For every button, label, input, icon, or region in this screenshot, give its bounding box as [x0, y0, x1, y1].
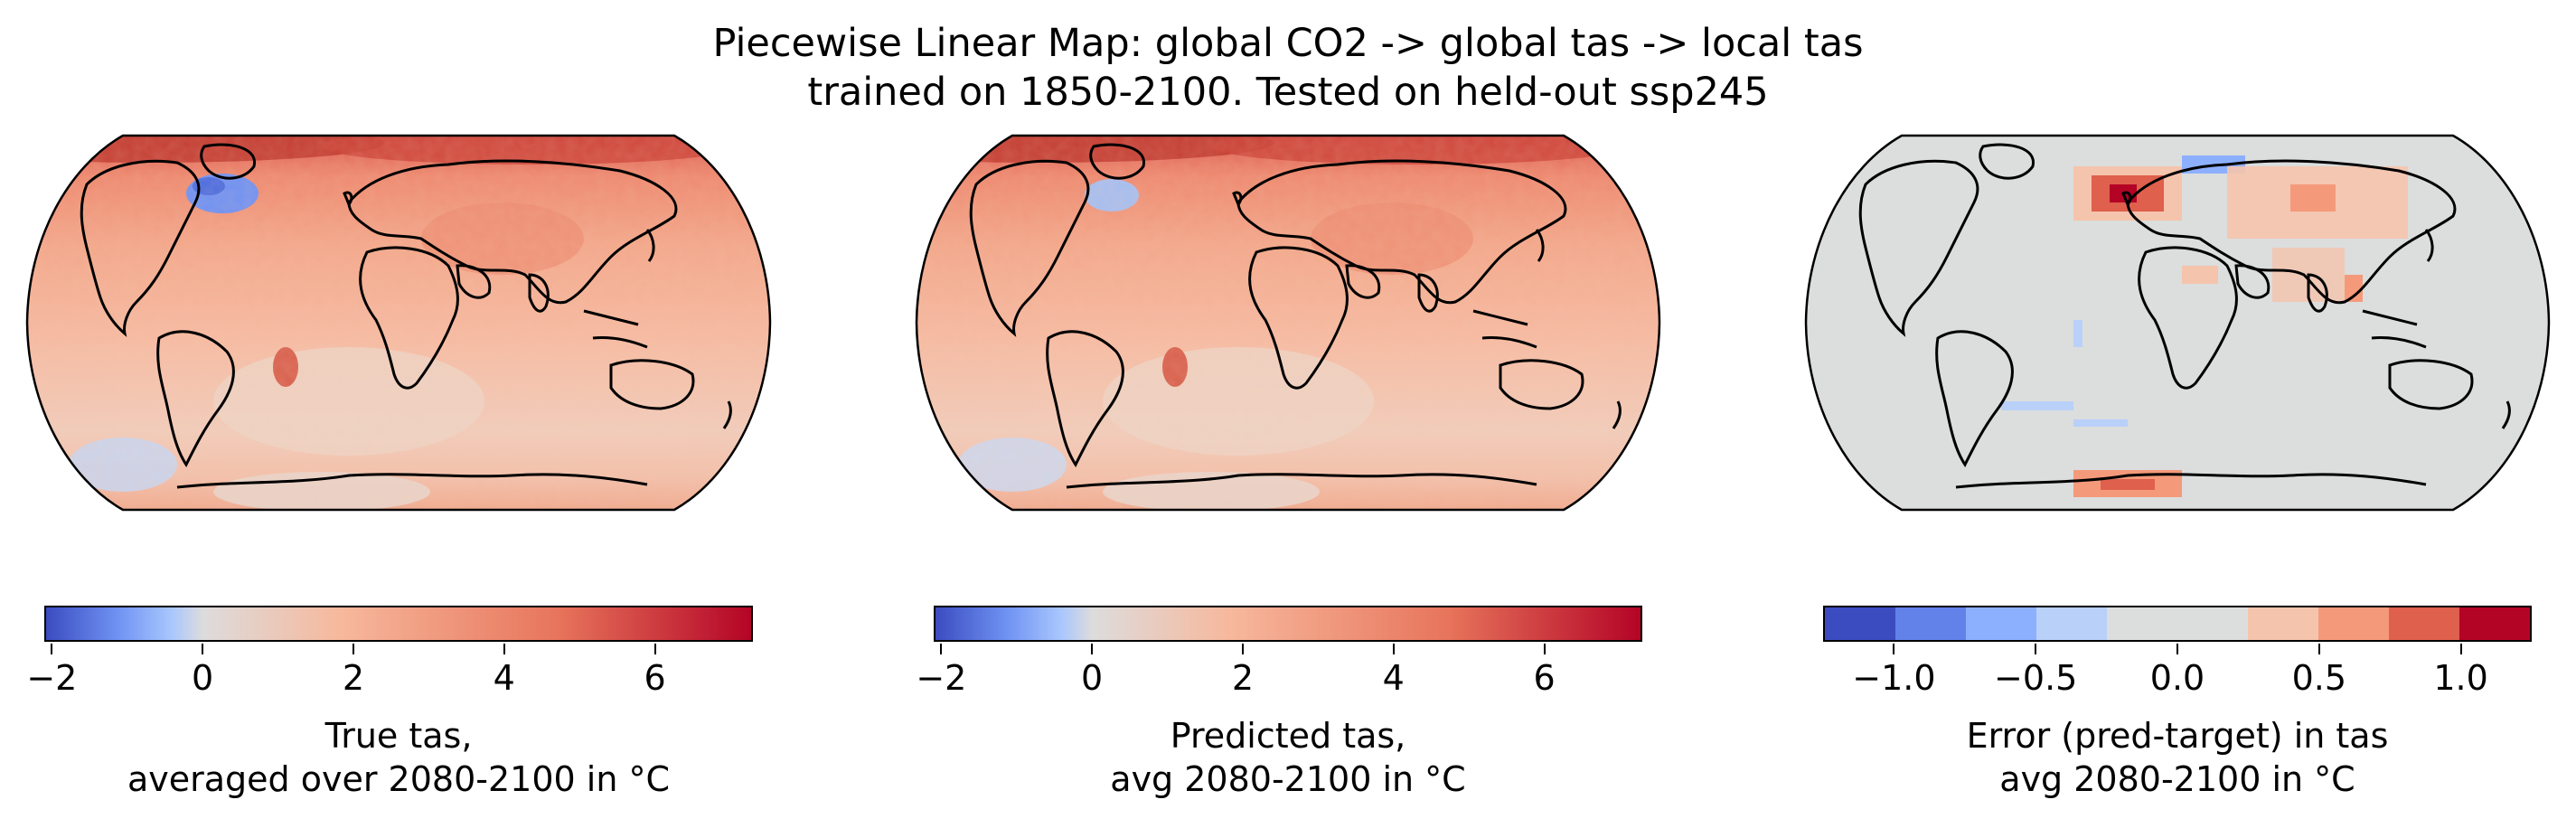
colorbar-tick [2459, 644, 2462, 654]
colorbar-tick [2176, 644, 2178, 654]
colorbar-tick [2317, 644, 2320, 654]
colorbar-tick [2035, 644, 2037, 654]
colorbar-tick [51, 644, 53, 654]
colorbar-tick-label: 4 [493, 658, 515, 698]
colorbar-bin [2459, 607, 2530, 640]
error-tas-colorbar-label: Error (pred-target) in tas avg 2080-2100… [1966, 716, 2389, 799]
true-tas-map [25, 134, 772, 512]
colorbar-bin [2389, 607, 2459, 640]
colorbar-tick [1091, 644, 1094, 654]
predicted-tas-colorbar-label: Predicted tas, avg 2080-2100 in °C [1110, 716, 1466, 799]
colorbar-tick-label: 6 [644, 658, 666, 698]
colorbar-tick [1392, 644, 1395, 654]
true-tas-colorbar [44, 606, 753, 642]
colorbar-tick-label: 0.5 [2291, 658, 2347, 698]
colorbar-tick [1241, 644, 1244, 654]
colorbar-tick-label: 0.0 [2149, 658, 2205, 698]
colorbar-tick-label: 2 [1231, 658, 1255, 698]
colorbar-tick-label: 1.0 [2433, 658, 2488, 698]
colorbar-bin [2248, 607, 2318, 640]
colorbar-tick [653, 644, 656, 654]
colorbar-tick [1893, 644, 1895, 654]
error-tas-colorbar [1823, 606, 2532, 642]
error-tas-map [1804, 134, 2551, 512]
colorbar-tick-label: −2 [916, 658, 967, 698]
colorbar-bin [2107, 607, 2177, 640]
colorbar-tick [1543, 644, 1546, 654]
predicted-tas-colorbar [934, 606, 1642, 642]
colorbar-tick-label: 0 [192, 658, 214, 698]
colorbar-bin [1825, 607, 1895, 640]
colorbar-bin [2036, 607, 2107, 640]
colorbar-bin [2177, 607, 2248, 640]
colorbar-tick [503, 644, 505, 654]
colorbar-tick-label: 4 [1382, 658, 1405, 698]
colorbar-bin [1895, 607, 1966, 640]
colorbar-tick-label: −0.5 [1994, 658, 2078, 698]
predicted-tas-map [915, 134, 1661, 512]
colorbar-tick-label: 6 [1533, 658, 1556, 698]
colorbar-tick-label: 0 [1081, 658, 1104, 698]
colorbar-bin [1966, 607, 2036, 640]
colorbar-tick [940, 644, 943, 654]
figure-subtitle: trained on 1850-2100. Tested on held-out… [807, 70, 1769, 115]
true-tas-colorbar-label: True tas, averaged over 2080-2100 in °C [127, 716, 671, 799]
colorbar-bin [2318, 607, 2389, 640]
colorbar-tick-label: −2 [26, 658, 78, 698]
colorbar-tick [202, 644, 204, 654]
colorbar-tick-label: −1.0 [1852, 658, 1936, 698]
colorbar-tick [352, 644, 354, 654]
colorbar-tick-label: 2 [342, 658, 365, 698]
figure-title: Piecewise Linear Map: global CO2 -> glob… [712, 21, 1864, 66]
